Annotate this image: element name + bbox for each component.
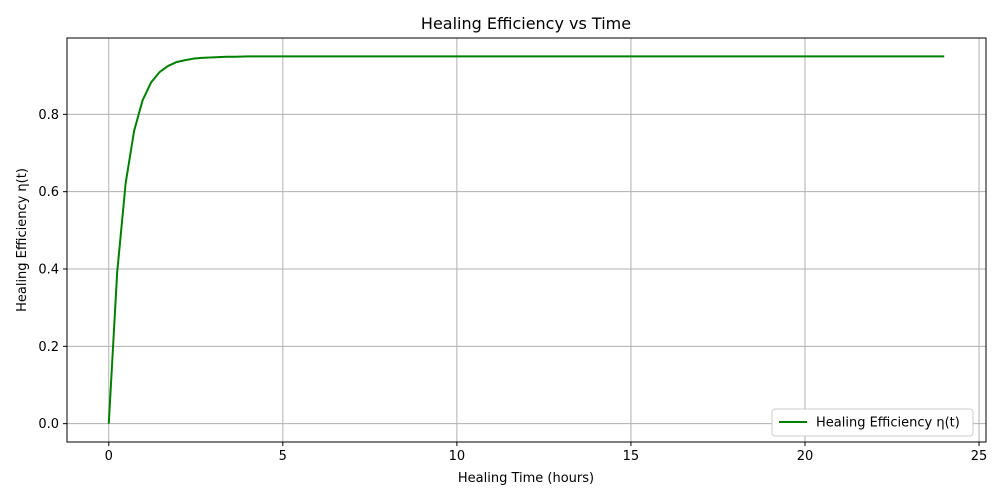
y-tick-label: 0.2 (38, 340, 59, 355)
series-line (107, 55, 945, 424)
axes: 0 5 10 15 20 25 0.0 0.2 0.4 0.6 0.8 (38, 37, 988, 464)
y-tick-label: 0.8 (38, 108, 59, 123)
x-tick-label: 5 (279, 449, 287, 464)
x-tick-label: 0 (105, 449, 113, 464)
chart-title: Healing Efficiency vs Time (421, 14, 631, 33)
y-tick-label: 0.6 (38, 185, 59, 200)
x-tick-label: 15 (623, 449, 640, 464)
x-tick-label: 20 (797, 449, 814, 464)
x-tick-label: 25 (971, 449, 988, 464)
legend: Healing Efficiency η(t) (771, 408, 974, 437)
x-tick-label: 10 (449, 449, 466, 464)
y-axis-label: Healing Efficiency η(t) (15, 168, 30, 312)
legend-label: Healing Efficiency η(t) (816, 416, 960, 431)
y-tick-label: 0.0 (38, 417, 59, 432)
grid (67, 38, 986, 442)
plot-frame (66, 37, 987, 443)
series-layer (107, 55, 945, 424)
y-tick-label: 0.4 (38, 262, 59, 277)
x-axis-label: Healing Time (hours) (458, 471, 594, 486)
legend-box (771, 408, 974, 437)
